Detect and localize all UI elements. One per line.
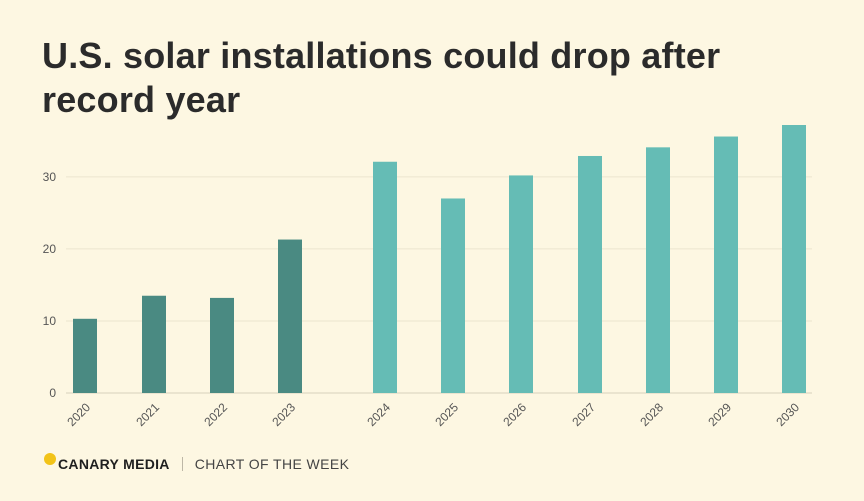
bar-2030 (782, 125, 806, 393)
bar-2029 (714, 136, 738, 393)
x-tick-label: 2023 (269, 400, 298, 429)
bar-2022 (210, 297, 234, 393)
y-tick-label: 0 (49, 386, 56, 400)
bar-2021 (142, 295, 166, 393)
footer-tagline: CHART OF THE WEEK (194, 456, 350, 472)
footer: CANARY MEDIA CHART OF THE WEEK (44, 452, 349, 476)
x-axis-ticks: 2020 2021 2022 2023 2024 2025 2026 2027 2028 2029… (64, 400, 802, 429)
x-tick-label: 2026 (500, 400, 529, 429)
bars (73, 125, 806, 393)
y-axis-ticks: 0 10 20 30 (43, 170, 57, 400)
x-tick-label: 2020 (64, 400, 93, 429)
y-tick-label: 20 (43, 242, 57, 256)
brand-name: CANARY MEDIA (58, 456, 170, 472)
canary-logo-icon (44, 453, 56, 465)
x-tick-label: 2027 (569, 400, 598, 429)
footer-divider (181, 457, 183, 471)
x-tick-label: 2024 (364, 400, 393, 429)
bar-2023 (278, 239, 302, 393)
bar-2028 (646, 147, 670, 393)
bar-2027 (578, 155, 602, 393)
bar-2024 (373, 161, 397, 393)
bar-2025 (441, 198, 465, 393)
gridlines (66, 176, 812, 394)
y-tick-label: 30 (43, 170, 57, 184)
bar-2026 (509, 175, 533, 393)
x-tick-label: 2025 (432, 400, 461, 429)
chart-title: U.S. solar installations could drop afte… (42, 35, 721, 120)
x-tick-label: 2028 (637, 400, 666, 429)
y-tick-label: 10 (43, 314, 57, 328)
x-tick-label: 2029 (705, 400, 734, 429)
x-tick-label: 2021 (133, 400, 162, 429)
x-tick-label: 2030 (773, 400, 802, 429)
bar-2020 (73, 318, 97, 393)
x-tick-label: 2022 (201, 400, 230, 429)
